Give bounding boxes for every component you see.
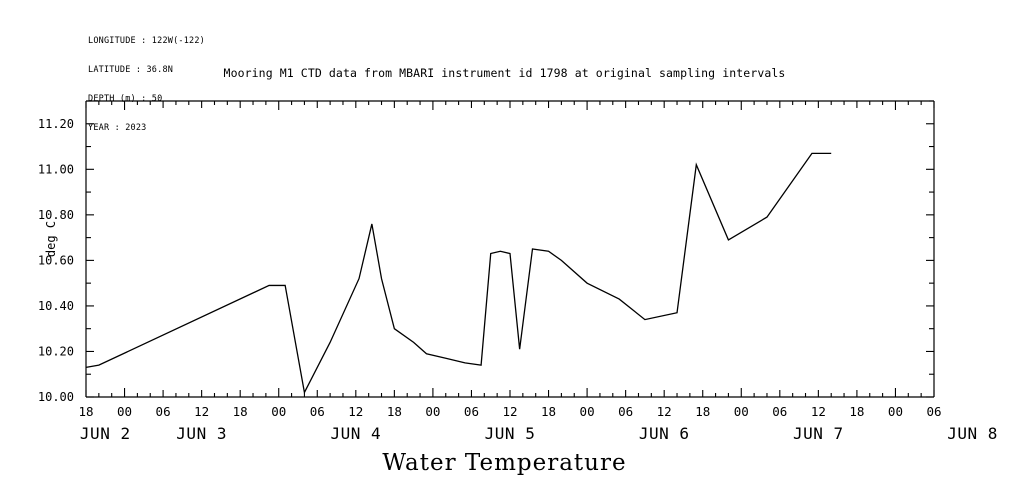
x-day-label: JUN 6	[639, 424, 690, 443]
metadata-depth: DEPTH (m) : 50	[88, 93, 163, 104]
x-tick-label: 18	[78, 404, 93, 419]
y-tick-label: 10.80	[38, 208, 74, 222]
x-day-label: JUN 5	[485, 424, 536, 443]
y-tick-label: 10.00	[38, 390, 74, 404]
x-tick-label: 12	[811, 404, 826, 419]
x-day-label: JUN 8	[947, 424, 998, 443]
x-tick-label: 18	[849, 404, 864, 419]
y-axis-ticks	[86, 100, 94, 398]
station-metadata: LONGITUDE : 122W(-122) LATITUDE : 36.8N …	[88, 18, 205, 152]
metadata-year: YEAR : 2023	[88, 122, 147, 133]
x-axis-ticks	[85, 388, 935, 397]
right-axis-ticks	[926, 100, 934, 398]
x-tick-label: 00	[888, 404, 903, 419]
x-day-label: JUN 4	[330, 424, 381, 443]
x-tick-label: 12	[348, 404, 363, 419]
temperature-series	[85, 152, 832, 395]
y-tick-label: 10.60	[38, 253, 74, 267]
x-tick-label: 06	[772, 404, 787, 419]
x-tick-label: 12	[657, 404, 672, 419]
plot-axes	[85, 100, 935, 398]
x-tick-label: 06	[618, 404, 633, 419]
y-tick-label: 11.20	[38, 117, 74, 131]
x-tick-label: 00	[580, 404, 595, 419]
x-day-label: JUN 2	[80, 424, 131, 443]
x-tick-label: 18	[233, 404, 248, 419]
x-axis-title: Water Temperature	[382, 450, 627, 476]
x-day-label: JUN 3	[176, 424, 227, 443]
data-series-line	[85, 152, 832, 395]
x-tick-label: 06	[926, 404, 941, 419]
x-tick-label: 00	[271, 404, 286, 419]
y-tick-label: 10.40	[38, 299, 74, 313]
y-tick-label: 10.20	[38, 344, 74, 358]
x-tick-label: 06	[156, 404, 171, 419]
x-tick-label: 06	[310, 404, 325, 419]
x-tick-label: 00	[117, 404, 132, 419]
x-axis-tick-labels: 18 00 06 12 18 00 06 12 18 00 06 12 18 00 06 12 18 00 06 12…	[78, 404, 941, 419]
x-tick-label: 00	[734, 404, 749, 419]
x-day-label: JUN 7	[793, 424, 844, 443]
top-axis-ticks	[85, 101, 935, 110]
x-tick-label: 18	[541, 404, 556, 419]
x-tick-label: 00	[425, 404, 440, 419]
x-tick-label: 06	[464, 404, 479, 419]
x-tick-label: 12	[502, 404, 517, 419]
metadata-longitude: LONGITUDE : 122W(-122)	[88, 36, 205, 47]
x-tick-label: 12	[194, 404, 209, 419]
chart-title: Mooring M1 CTD data from MBARI instrumen…	[223, 66, 786, 80]
metadata-latitude: LATITUDE : 36.8N	[88, 64, 174, 75]
x-tick-label: 18	[387, 404, 402, 419]
y-axis-tick-labels: 10.00 10.20 10.40 10.60 10.80 11.00 11.20	[38, 117, 74, 404]
y-tick-label: 11.00	[38, 162, 74, 176]
x-tick-label: 18	[695, 404, 710, 419]
